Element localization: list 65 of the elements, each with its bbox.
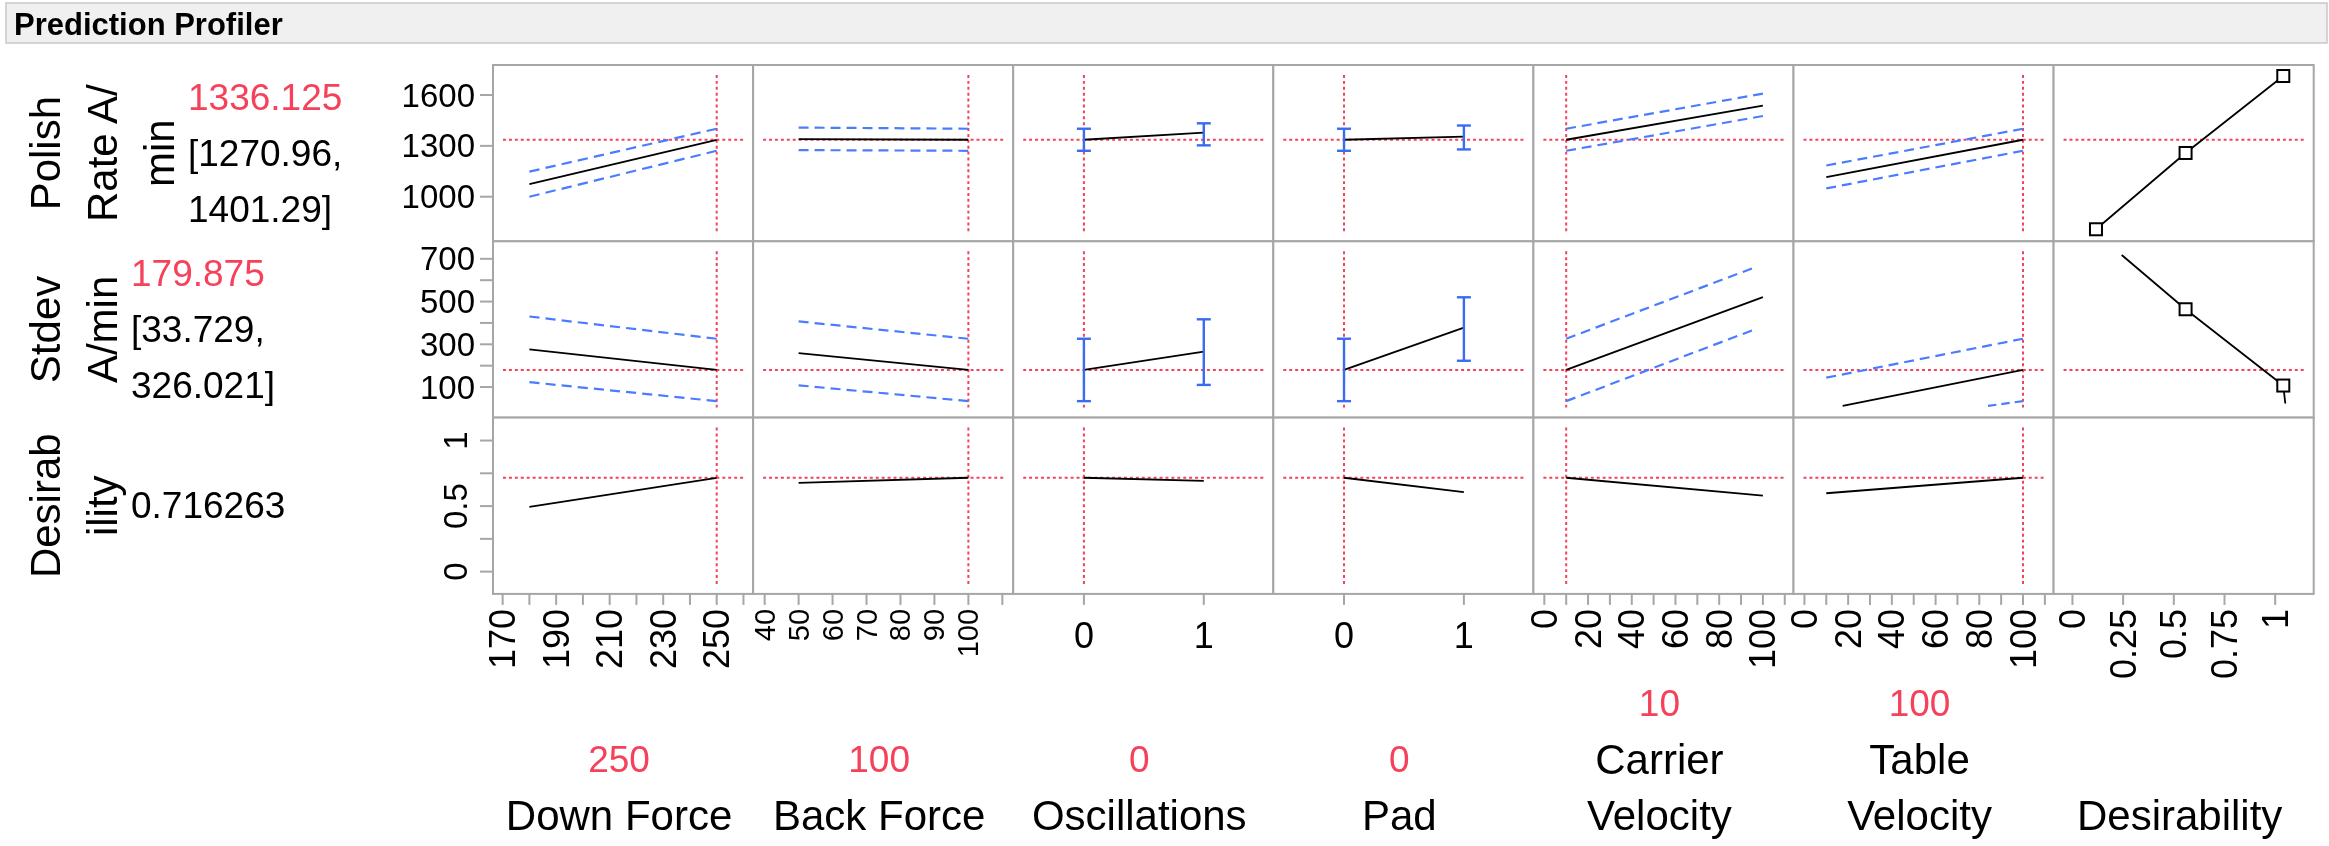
x-tick-label: 0 <box>1073 615 1094 657</box>
x-tick-label: 20 <box>1827 608 1869 649</box>
x-tick-label: 80 <box>884 608 917 642</box>
x-tick-label: 60 <box>1915 608 1957 649</box>
text: 0.716263 <box>131 485 286 527</box>
x-tick-label: 190 <box>535 608 577 669</box>
x-tick-label: 100 <box>2002 608 2044 669</box>
x-tick-label: 1 <box>2254 608 2296 629</box>
x-tick-label: 70 <box>850 608 883 642</box>
x-axis-title: Oscillations <box>1031 791 1247 839</box>
y-tick-label: 0.5 <box>436 483 474 530</box>
ref-line-label: 10 <box>1638 682 1681 724</box>
x-axis-title: Down Force <box>505 791 733 839</box>
y-tick-label: 100 <box>419 368 475 406</box>
x-tick-label: 80 <box>1698 608 1740 649</box>
x-tick-label: 60 <box>1654 608 1696 649</box>
y-tick-label: 1 <box>436 431 474 450</box>
x-tick-label: 0.75 <box>2204 608 2245 679</box>
ref-line-label: 100 <box>1888 682 1951 724</box>
y-tick-label: 1000 <box>401 178 475 216</box>
x-tick-label: 0.5 <box>2153 608 2195 659</box>
text: [33.729, 326.021] <box>131 308 276 406</box>
y-tick-label: 1600 <box>401 76 475 114</box>
x-tick-label: 250 <box>696 608 738 669</box>
x-axis-title: Back Force <box>772 791 986 839</box>
x-axis-title: Table Velocity <box>1847 735 1992 839</box>
x-tick-label: 80 <box>1958 608 2000 649</box>
ref-line-label: 250 <box>588 738 650 780</box>
x-tick-label: 0 <box>2051 608 2093 629</box>
x-tick-label: 1 <box>1193 615 1214 657</box>
ref-line-label: 179.875 <box>131 252 265 294</box>
x-axis-title: Carrier Velocity <box>1587 735 1732 839</box>
x-tick-label: 50 <box>782 608 815 642</box>
x-tick-label: 40 <box>1611 608 1653 649</box>
x-tick-label: 20 <box>1567 608 1609 649</box>
y-axis-title: Desirability <box>21 433 126 579</box>
text: [1270.96, 1401.29] <box>188 132 343 230</box>
y-tick-label: 300 <box>419 325 475 363</box>
x-tick-label: 100 <box>952 608 985 658</box>
x-tick-label: 0 <box>1523 608 1565 629</box>
x-tick-label: 230 <box>642 608 684 669</box>
x-tick-label: 60 <box>816 608 849 642</box>
y-tick-label: 700 <box>419 240 475 278</box>
x-axis-title: Desirability <box>2076 791 2283 839</box>
y-tick-label: 0 <box>436 562 474 581</box>
x-tick-label: 0 <box>1334 615 1355 657</box>
ref-line-label: 1336.125 <box>188 76 343 118</box>
x-tick-label: 0.25 <box>2102 608 2144 679</box>
y-axis-title: Stdev A/min <box>21 275 126 384</box>
x-tick-label: 40 <box>748 608 781 642</box>
text: Prediction Profiler <box>14 6 283 42</box>
y-tick-label: 500 <box>419 283 475 321</box>
y-tick-label: 1300 <box>401 127 475 165</box>
x-tick-label: 210 <box>589 608 631 669</box>
x-tick-label: 0 <box>1783 608 1825 629</box>
ref-line-label: 0 <box>1128 738 1150 780</box>
x-tick-label: 170 <box>482 608 524 669</box>
x-axis-title: Pad <box>1361 791 1437 839</box>
x-tick-label: 90 <box>918 608 951 642</box>
x-tick-label: 100 <box>1742 608 1784 669</box>
y-axis-title: Polish Rate A/min <box>21 83 183 223</box>
x-tick-label: 40 <box>1871 608 1913 649</box>
x-tick-label: 1 <box>1453 615 1474 657</box>
ref-line-label: 0 <box>1389 738 1410 780</box>
ref-line-label: 100 <box>848 738 911 780</box>
